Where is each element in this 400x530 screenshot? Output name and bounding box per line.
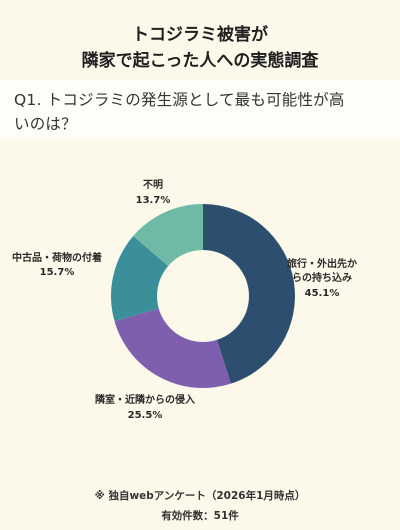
label-travel-line-2: らの持ち込み: [292, 271, 352, 284]
title-line-2: 隣家で起こった人への実態調査: [81, 51, 319, 71]
label-unknown-line-1: 不明: [143, 179, 163, 191]
label-travel-line-1: 旅行・外出先か: [287, 257, 357, 270]
label-neighbor-percent: 25.5%: [128, 410, 163, 421]
label-unknown: 不明 13.7%: [136, 179, 171, 206]
label-secondhand-percent: 15.7%: [40, 267, 75, 278]
label-secondhand: 中古品・荷物の付着 15.7%: [12, 251, 102, 278]
label-travel: 旅行・外出先か らの持ち込み 45.1%: [287, 257, 357, 299]
source-note: ※ 独自webアンケート（2026年1月時点）: [94, 490, 306, 502]
question-line-1: Q1. トコジラミの発生源として最も可能性が高: [14, 91, 345, 109]
label-neighbor-line-1: 隣室・近隣からの侵入: [95, 393, 195, 406]
title-line-1: トコジラミ被害が: [132, 25, 268, 45]
label-neighbor: 隣室・近隣からの侵入 25.5%: [95, 393, 195, 421]
donut-hole: [157, 250, 249, 342]
label-travel-percent: 45.1%: [305, 288, 340, 299]
valid-count: 有効件数：51件: [161, 510, 239, 522]
question-box: Q1. トコジラミの発生源として最も可能性が高 いのは？: [0, 80, 400, 140]
question-line-2: いのは？: [14, 115, 77, 133]
slice-travel: [203, 204, 295, 384]
label-unknown-percent: 13.7%: [136, 195, 171, 206]
label-secondhand-line-1: 中古品・荷物の付着: [12, 251, 102, 264]
donut-chart: 旅行・外出先か らの持ち込み 45.1% 隣室・近隣からの侵入 25.5% 中古…: [12, 179, 357, 421]
chart-title: トコジラミ被害が 隣家で起こった人への実態調査: [0, 22, 400, 74]
